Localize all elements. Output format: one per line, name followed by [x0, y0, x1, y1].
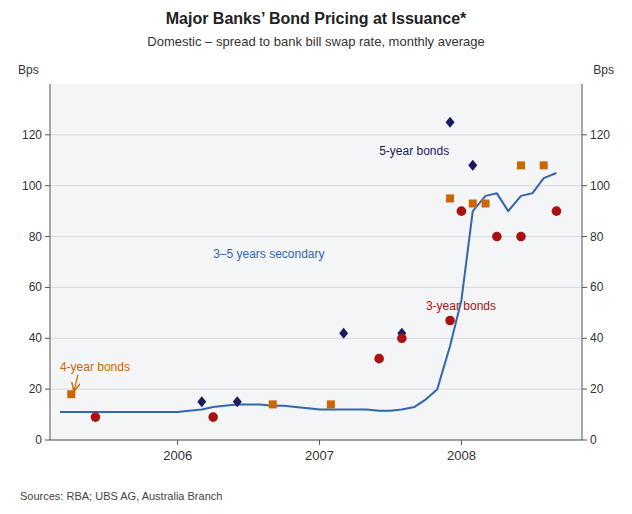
subtitle: Domestic – spread to bank bill swap rate… [147, 34, 484, 49]
scatter-point [445, 316, 455, 326]
y-tick-label: 120 [22, 128, 42, 142]
y2-tick [582, 236, 587, 237]
y-axis: 0 20 40 60 80 100 120 [22, 128, 50, 447]
grid [50, 135, 582, 440]
scatter-point [468, 160, 477, 171]
scatter-point [374, 354, 384, 364]
plot-data [60, 117, 561, 422]
y-axis-label: Bps [18, 63, 39, 77]
y2-tick-label: 20 [590, 382, 604, 396]
annotations: 5-year bonds 3-year bonds 3–5 years second… [60, 144, 496, 391]
y-tick [45, 338, 50, 339]
y-tick-label: 100 [22, 179, 42, 193]
y-tick [45, 440, 50, 441]
y2-axis-line [582, 84, 583, 440]
scatter-point [269, 400, 277, 408]
y2-tick-label: 0 [590, 433, 597, 447]
y-tick [45, 236, 50, 237]
y2-axis: 0 20 40 60 80 100 120 [582, 128, 610, 447]
title: Major Banks’ Bond Pricing at Issuance* [166, 10, 467, 27]
annotation: 5-year bonds [379, 144, 449, 158]
x-tick-label: 2007 [305, 448, 334, 463]
scatter-point [492, 232, 502, 242]
chart: Major Banks’ Bond Pricing at Issuance* Do… [0, 0, 632, 514]
scatter-point [197, 396, 206, 407]
y-tick [45, 389, 50, 390]
source: Sources: RBA; UBS AG, Australia Branch [20, 490, 222, 502]
y2-axis-label: Bps [593, 63, 614, 77]
y2-tick-label: 40 [590, 331, 604, 345]
grid-line [50, 134, 582, 135]
scatter-point [516, 232, 526, 242]
y2-tick-label: 120 [590, 128, 610, 142]
y-tick-label: 20 [29, 382, 43, 396]
scatter-point [233, 396, 242, 407]
y2-tick [582, 338, 587, 339]
scatter-point [469, 200, 477, 208]
x-tick [177, 440, 178, 445]
y2-tick [582, 389, 587, 390]
y-tick-label: 60 [29, 280, 43, 294]
x-tick [461, 440, 462, 445]
scatter-point [339, 328, 348, 339]
scatter-point [67, 390, 75, 398]
x-tick-label: 2006 [163, 448, 192, 463]
annotation: 3-year bonds [426, 299, 496, 313]
y-tick-label: 40 [29, 331, 43, 345]
y2-tick [582, 440, 587, 441]
y-tick [45, 134, 50, 135]
y2-tick [582, 287, 587, 288]
y2-tick-label: 100 [590, 179, 610, 193]
scatter-point [552, 206, 562, 216]
y2-tick-label: 80 [590, 230, 604, 244]
scatter-point [327, 400, 335, 408]
y-tick-label: 80 [29, 230, 43, 244]
y-tick [45, 287, 50, 288]
y-axis-line [50, 84, 51, 440]
grid-line [50, 440, 582, 441]
y2-tick [582, 185, 587, 186]
x-tick-label: 2008 [447, 448, 476, 463]
grid-line [50, 236, 582, 237]
scatter-point [540, 161, 548, 169]
grid-line [50, 185, 582, 186]
line-series [60, 173, 557, 412]
grid-line [50, 389, 582, 390]
scatter-point [482, 200, 490, 208]
y-tick-label: 0 [35, 433, 42, 447]
plot-background [50, 84, 582, 440]
grid-line [50, 287, 582, 288]
scatter-point [457, 206, 467, 216]
scatter-point [446, 194, 454, 202]
scatter-point [446, 117, 455, 128]
scatter-point [397, 333, 407, 343]
annotation: 3–5 years secondary [213, 247, 324, 261]
annotation: 4-year bonds [60, 360, 130, 374]
y2-tick [582, 134, 587, 135]
scatter-point [208, 412, 218, 422]
scatter-point [91, 412, 101, 422]
x-axis-line [50, 440, 582, 441]
x-tick [319, 440, 320, 445]
scatter-point [517, 161, 525, 169]
y2-tick-label: 60 [590, 280, 604, 294]
x-axis: 2006 2007 2008 [163, 440, 476, 463]
grid-line [50, 338, 582, 339]
y-tick [45, 185, 50, 186]
annotation-arrow [74, 375, 78, 391]
